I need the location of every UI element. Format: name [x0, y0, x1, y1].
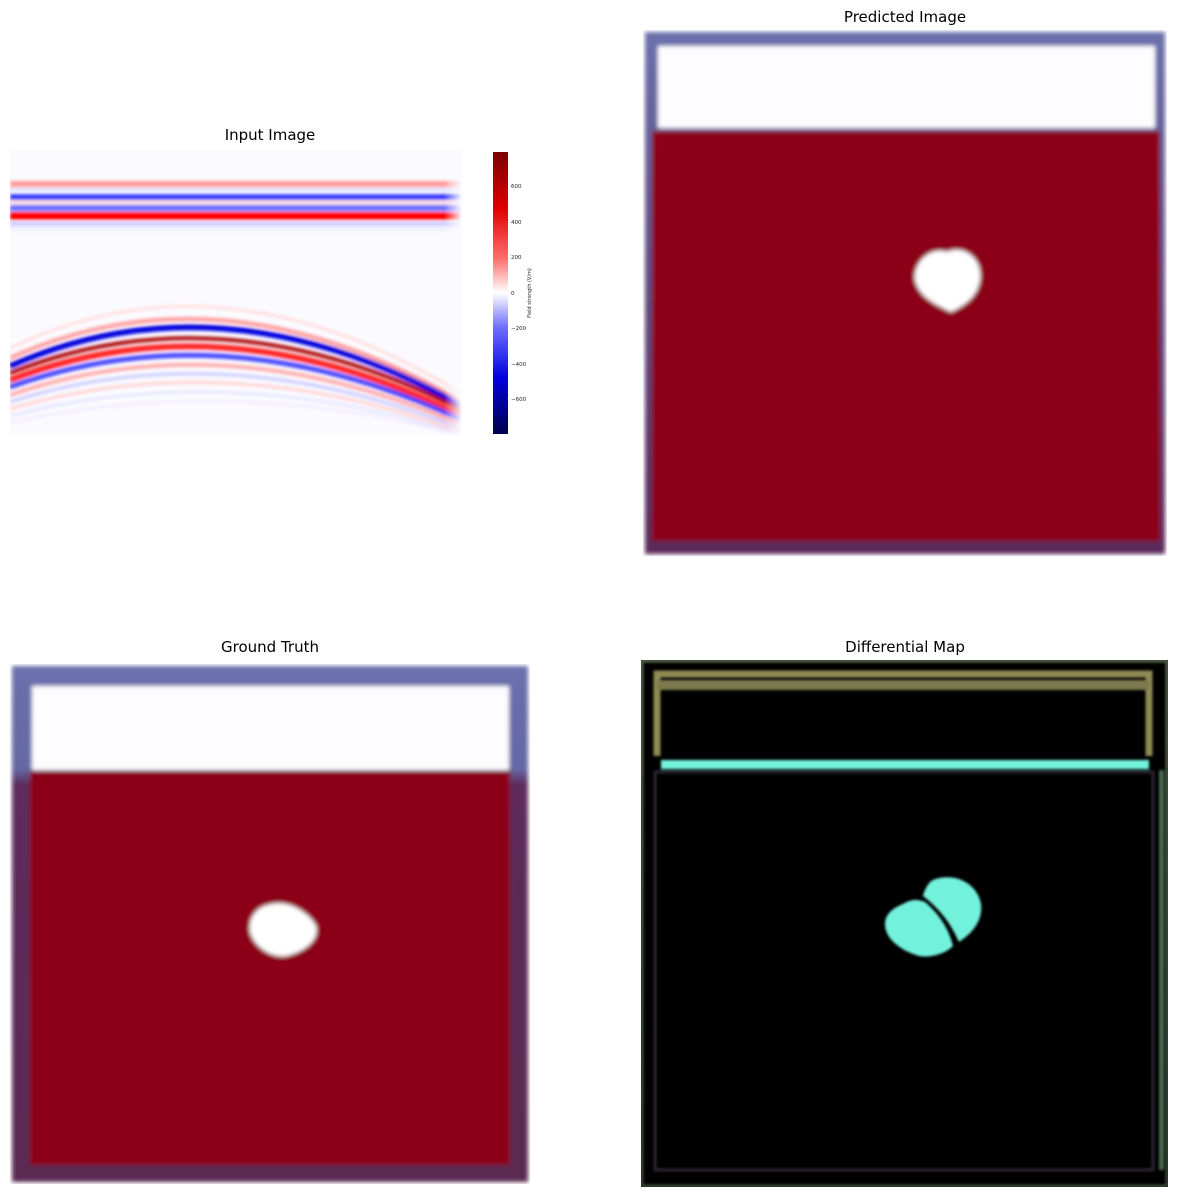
ground-truth-image	[10, 664, 530, 1184]
colorbar-tick: 400	[511, 220, 522, 226]
input-image-title: Input Image	[224, 126, 316, 144]
predicted-image-title: Predicted Image	[843, 8, 967, 26]
colorbar-tick: 0	[511, 291, 515, 297]
input-colorbar: 600 400 200 0 −200 −400 −600 Field stren…	[493, 152, 533, 434]
colorbar-tick: −600	[511, 397, 527, 403]
differential-map-title: Differential Map	[845, 638, 965, 656]
colorbar-ticks: 600 400 200 0 −200 −400 −600	[511, 184, 527, 403]
colorbar-tick: −400	[511, 362, 527, 368]
input-image	[10, 150, 462, 435]
colorbar-tick: −200	[511, 326, 527, 332]
differential-map-image	[641, 660, 1168, 1187]
ground-truth-title: Ground Truth	[221, 638, 319, 656]
colorbar-tick: 600	[511, 184, 522, 190]
predicted-image	[643, 30, 1167, 556]
colorbar-gradient	[493, 152, 508, 434]
colorbar-tick: 200	[511, 255, 522, 261]
colorbar-label: Field strength (V/m)	[527, 268, 533, 318]
